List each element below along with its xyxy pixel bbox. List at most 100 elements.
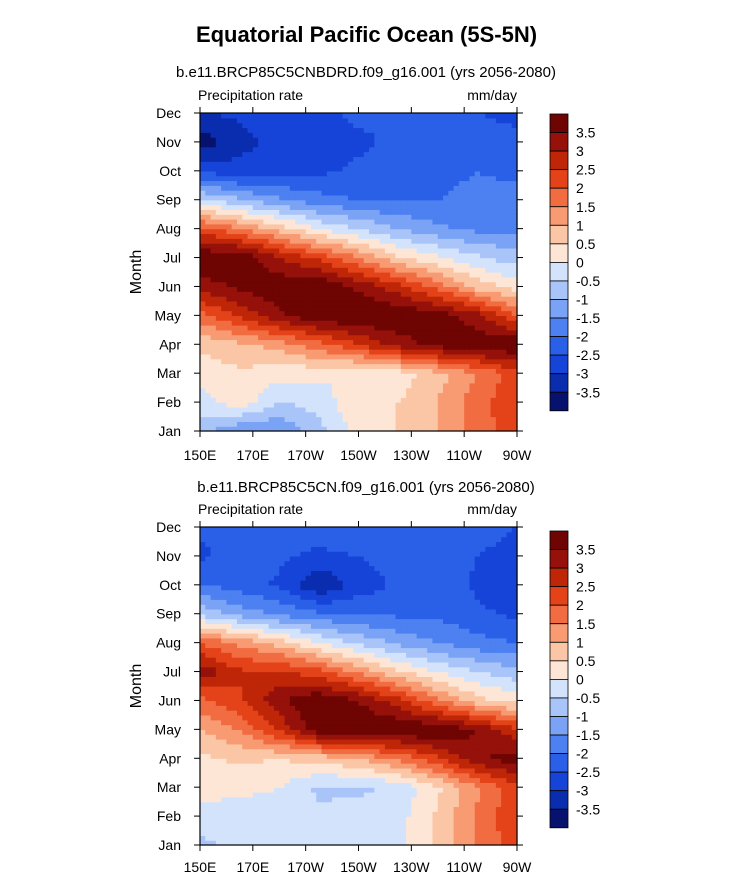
- panel-1-cell: [363, 214, 370, 220]
- panel-1-cell: [458, 238, 465, 244]
- panel-1-cell: [448, 411, 455, 418]
- panel-1-cell: [501, 272, 508, 278]
- panel-1-cell: [411, 368, 418, 374]
- panel-1-cell: [358, 344, 365, 350]
- panel-1-cell: [321, 161, 328, 167]
- panel-2-cell: [273, 782, 280, 788]
- panel-1-cell: [353, 180, 360, 186]
- panel-1-cell: [231, 291, 238, 297]
- panel-2-cell: [252, 772, 259, 779]
- panel-1-cell: [284, 267, 291, 273]
- panel-2-cell: [406, 811, 412, 817]
- panel-1-cell: [258, 305, 264, 312]
- panel-1-cell: [252, 214, 259, 220]
- panel-1-cell: [337, 267, 344, 273]
- panel-1-cell: [215, 310, 222, 316]
- panel-1-cell: [200, 426, 206, 432]
- panel-1-cell: [337, 363, 344, 369]
- panel-2-cell: [406, 820, 412, 827]
- panel-1-cell: [480, 378, 486, 384]
- panel-1-cell: [406, 325, 412, 331]
- panel-1-cell: [268, 368, 275, 374]
- panel-1-cell: [406, 132, 412, 138]
- panel-2-cell: [263, 772, 270, 779]
- panel-1-cell: [390, 305, 397, 312]
- panel-1-cell: [421, 281, 428, 288]
- y-tick-label: Oct: [159, 163, 181, 179]
- panel-2-cell: [384, 806, 391, 812]
- colorbar-label: 3.5: [576, 125, 596, 141]
- panel-1-cell: [353, 122, 360, 129]
- panel-1-cell: [258, 291, 264, 297]
- panel-2-cell: [289, 782, 296, 788]
- panel-2-cell: [258, 820, 264, 827]
- panel-2-cell: [300, 787, 307, 793]
- panel-2-cell: [205, 792, 212, 798]
- panel-1-cell: [406, 156, 412, 162]
- panel-1-cell: [242, 368, 249, 374]
- panel-2-cell: [406, 792, 412, 798]
- panel-1-cell: [384, 397, 391, 403]
- panel-1-cell: [268, 185, 275, 191]
- panel-1-cell: [268, 310, 275, 316]
- panel-1-cell: [379, 363, 386, 369]
- panel-1-cell: [332, 416, 338, 422]
- panel-1-cell: [384, 228, 391, 235]
- panel-1-cell: [258, 127, 264, 133]
- panel-1-cell: [421, 368, 428, 374]
- panel-1-cell: [337, 137, 344, 143]
- panel-1-cell: [501, 406, 508, 413]
- panel-1-cell: [300, 151, 307, 157]
- panel-2-cell: [200, 820, 206, 827]
- panel-1-cell: [501, 305, 508, 312]
- panel-1-cell: [284, 310, 291, 316]
- panel-1-cell: [316, 300, 323, 307]
- panel-1-cell: [400, 402, 407, 408]
- panel-1-cell: [332, 421, 338, 427]
- panel-1-cell: [347, 146, 354, 153]
- panel-1-cell: [200, 199, 206, 206]
- panel-2-cell: [347, 816, 354, 822]
- panel-2-cell: [321, 811, 328, 817]
- panel-1-cell: [342, 209, 349, 215]
- panel-1-cell: [321, 243, 328, 249]
- panel-1-cell: [321, 219, 328, 225]
- panel-2-cell: [284, 796, 291, 803]
- panel-1-cell: [342, 353, 349, 360]
- panel-1-cell: [432, 426, 439, 432]
- panel-1-cell: [284, 209, 291, 215]
- panel-1-cell: [453, 368, 460, 374]
- panel-1-cell: [332, 325, 338, 331]
- panel-1-cell: [295, 194, 301, 201]
- panel-1-cell: [390, 228, 397, 235]
- panel-1-cell: [210, 300, 217, 307]
- panel-1-cell: [448, 305, 455, 312]
- panel-2-cell: [485, 792, 492, 798]
- panel-1-cell: [231, 325, 238, 331]
- panel-2-cell: [326, 811, 333, 817]
- panel-1-cell: [437, 349, 444, 355]
- panel-1-cell: [215, 296, 222, 302]
- panel-2-cell: [511, 777, 518, 783]
- panel-1-cell: [358, 156, 365, 162]
- panel-2-cell: [205, 820, 212, 827]
- panel-1-cell: [342, 344, 349, 350]
- panel-1-cell: [400, 272, 407, 278]
- panel-2-cell: [273, 806, 280, 812]
- panel-1-cell: [501, 281, 508, 288]
- panel-1-cell: [337, 339, 344, 345]
- panel-1-cell: [316, 122, 323, 129]
- panel-1-y-axis-label: Month: [128, 250, 145, 294]
- panel-1-cell: [200, 219, 206, 225]
- panel-1-cell: [268, 267, 275, 273]
- panel-1-cell: [469, 190, 476, 196]
- panel-1-cell: [485, 406, 492, 413]
- panel-1-cell: [464, 291, 471, 297]
- panel-1-cell: [506, 257, 513, 263]
- panel-1-cell: [337, 180, 344, 186]
- panel-1-cell: [295, 151, 301, 157]
- panel-1-cell: [406, 329, 412, 336]
- panel-2-cell: [268, 767, 275, 774]
- panel-1-cell: [231, 228, 238, 235]
- panel-1-cell: [347, 175, 354, 182]
